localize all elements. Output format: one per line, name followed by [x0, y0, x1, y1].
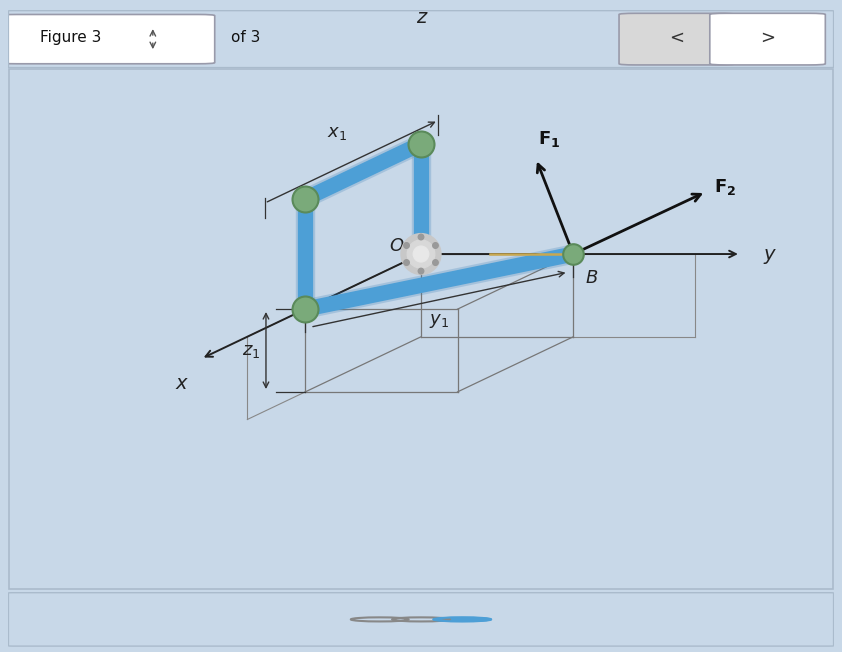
Circle shape: [408, 240, 434, 268]
Text: Figure 3: Figure 3: [40, 31, 101, 46]
Text: >: >: [760, 29, 775, 47]
Circle shape: [418, 234, 424, 240]
Point: [567, 249, 580, 259]
Text: $x_1$: $x_1$: [327, 124, 347, 141]
Text: of 3: of 3: [232, 31, 260, 46]
Circle shape: [404, 243, 409, 248]
Text: O: O: [389, 237, 403, 255]
Circle shape: [418, 268, 424, 274]
Text: $y_1$: $y_1$: [429, 312, 450, 330]
Text: y: y: [764, 244, 775, 263]
Point: [299, 194, 312, 204]
Point: [414, 138, 428, 149]
Text: B: B: [585, 269, 598, 287]
Point: [299, 304, 312, 314]
FancyBboxPatch shape: [710, 13, 825, 65]
Circle shape: [433, 259, 438, 265]
Circle shape: [434, 617, 491, 621]
Text: $\mathbf{F_1}$: $\mathbf{F_1}$: [538, 128, 560, 149]
Text: $\mathbf{F_2}$: $\mathbf{F_2}$: [714, 177, 736, 197]
Circle shape: [404, 259, 409, 265]
FancyBboxPatch shape: [619, 13, 734, 65]
Text: $z_1$: $z_1$: [242, 342, 260, 359]
Circle shape: [433, 243, 438, 248]
FancyBboxPatch shape: [0, 14, 215, 64]
Circle shape: [402, 234, 440, 274]
Circle shape: [413, 246, 429, 262]
Text: x: x: [176, 374, 188, 393]
Text: <: <: [669, 29, 685, 47]
Text: z: z: [416, 8, 426, 27]
